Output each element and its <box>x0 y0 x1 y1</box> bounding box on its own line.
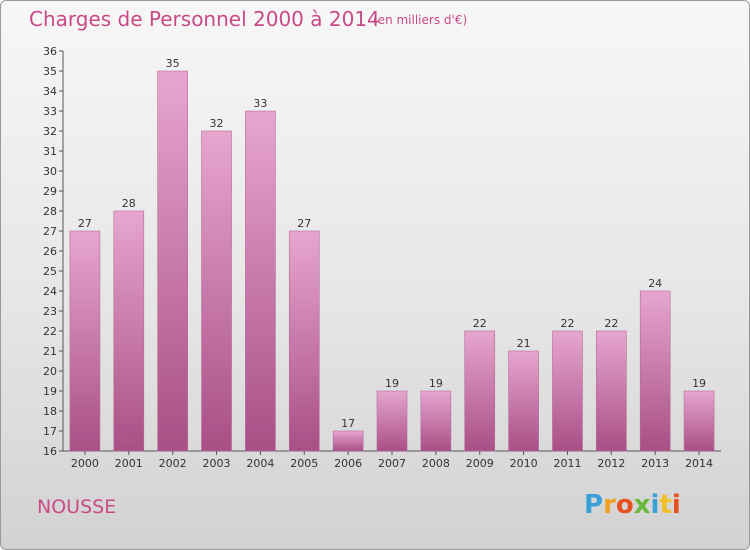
x-tick-label-2007: 2007 <box>378 457 406 470</box>
logo-letter: P <box>584 490 604 520</box>
bar-2003 <box>201 130 232 452</box>
value-label-2001: 28 <box>122 197 136 210</box>
x-tick-label-2009: 2009 <box>466 457 494 470</box>
value-label-2007: 19 <box>385 377 399 390</box>
y-tick-label: 17 <box>43 425 57 438</box>
y-tick-label: 25 <box>43 265 57 278</box>
bar-2012 <box>596 330 627 452</box>
x-tick-label-2012: 2012 <box>597 457 625 470</box>
y-tick-label: 19 <box>43 385 57 398</box>
bar-2011 <box>552 330 583 452</box>
value-label-2009: 22 <box>473 317 487 330</box>
x-tick-label-2006: 2006 <box>334 457 362 470</box>
proxiti-logo[interactable]: Proxiti <box>584 490 681 520</box>
bar-2001 <box>113 210 145 452</box>
x-tick-label-2008: 2008 <box>422 457 450 470</box>
commune-name: NOUSSE <box>37 496 117 518</box>
value-label-2008: 19 <box>429 377 443 390</box>
x-tick-label-2003: 2003 <box>203 457 231 470</box>
value-label-2012: 22 <box>604 317 618 330</box>
bar-2002 <box>157 70 188 452</box>
bar-2005 <box>288 230 320 452</box>
y-tick-label: 26 <box>43 245 57 258</box>
bar-2010 <box>508 350 539 452</box>
bar-2009 <box>464 330 496 452</box>
logo-letter: i <box>650 490 660 520</box>
logo-letter: i <box>671 490 681 520</box>
bar-2013 <box>639 290 671 452</box>
value-label-2014: 19 <box>692 377 706 390</box>
value-label-2013: 24 <box>648 277 662 290</box>
bar-2008 <box>420 390 452 452</box>
y-tick-label: 18 <box>43 405 57 418</box>
y-tick-label: 28 <box>43 205 57 218</box>
x-tick-label-2011: 2011 <box>553 457 581 470</box>
y-tick-label: 22 <box>43 325 57 338</box>
y-tick-label: 29 <box>43 185 57 198</box>
y-tick-label: 34 <box>43 85 57 98</box>
y-tick-label: 32 <box>43 125 57 138</box>
bar-2007 <box>376 390 408 452</box>
y-tick-label: 16 <box>43 445 57 458</box>
y-tick-label: 35 <box>43 65 57 78</box>
x-tick-label-2005: 2005 <box>290 457 318 470</box>
logo-letter: t <box>659 490 672 520</box>
y-tick-label: 27 <box>43 225 57 238</box>
y-tick-label: 20 <box>43 365 57 378</box>
logo-letter: o <box>615 490 634 520</box>
x-tick-label-2010: 2010 <box>510 457 538 470</box>
x-tick-label-2000: 2000 <box>71 457 99 470</box>
value-label-2010: 21 <box>517 337 531 350</box>
y-tick-label: 36 <box>43 45 57 58</box>
x-tick-label-2013: 2013 <box>641 457 669 470</box>
bar-2014 <box>683 390 715 452</box>
value-label-2000: 27 <box>78 217 92 230</box>
y-tick-label: 21 <box>43 345 57 358</box>
bar-2004 <box>245 110 276 452</box>
value-label-2003: 32 <box>210 117 224 130</box>
y-tick-label: 24 <box>43 285 57 298</box>
value-label-2004: 33 <box>253 97 267 110</box>
logo-letter: x <box>633 490 651 520</box>
bar-2000 <box>69 230 101 452</box>
chart-title: Charges de Personnel 2000 à 2014 <box>29 7 380 31</box>
value-label-2002: 35 <box>166 57 180 70</box>
x-tick-label-2001: 2001 <box>115 457 143 470</box>
value-label-2005: 27 <box>297 217 311 230</box>
value-label-2006: 17 <box>341 417 355 430</box>
y-tick-label: 33 <box>43 105 57 118</box>
x-tick-label-2014: 2014 <box>685 457 713 470</box>
x-tick-label-2004: 2004 <box>246 457 274 470</box>
bar-2006 <box>332 430 364 452</box>
y-tick-label: 30 <box>43 165 57 178</box>
chart-subtitle: (en milliers d'€) <box>373 13 468 27</box>
y-tick-label: 31 <box>43 145 57 158</box>
value-label-2011: 22 <box>560 317 574 330</box>
y-tick-label: 23 <box>43 305 57 318</box>
x-tick-label-2002: 2002 <box>159 457 187 470</box>
logo-letter: r <box>603 490 616 520</box>
